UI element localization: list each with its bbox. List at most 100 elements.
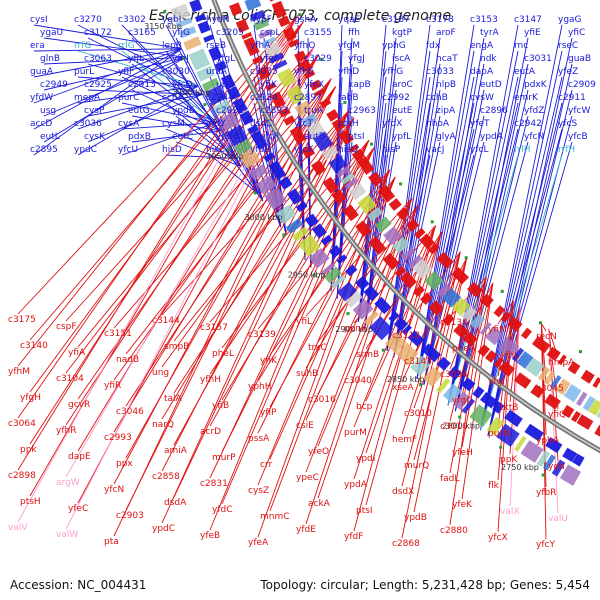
reverse-cds-block: [235, 18, 250, 33]
gene-line: [479, 24, 563, 431]
gene-line: [454, 37, 529, 412]
forward-feature-block: [179, 26, 197, 39]
gene-line: [305, 197, 413, 473]
gene-label: mepA: [74, 93, 101, 103]
backbone-highlight: [213, 0, 600, 452]
forward-feature-block: [486, 417, 505, 436]
gene-label: c2893: [260, 106, 288, 116]
forward-cds-block: [208, 46, 223, 62]
forward-feature-block: [297, 234, 321, 258]
gene-label: iscA: [392, 54, 411, 64]
reverse-cds-block: [413, 285, 425, 297]
forward-cds-block: [263, 152, 276, 163]
gene-label: yfeO: [308, 447, 329, 457]
gene-label: yfeB: [200, 531, 220, 541]
forward-feature-block: [363, 310, 379, 326]
reverse-feature-block: [436, 282, 452, 298]
gene-line: [43, 56, 186, 117]
gene-line: [447, 128, 519, 406]
gene-label: tyrA: [480, 28, 500, 38]
gene-line: [209, 140, 370, 427]
reverse-feature-block: [383, 226, 403, 246]
gene-label: upp: [216, 80, 233, 90]
gene-line: [165, 76, 237, 159]
forward-feature-block: [212, 99, 232, 117]
reverse-feature-block: [269, 52, 285, 64]
reverse-cds-block: [382, 252, 400, 271]
forward-cds-block: [461, 377, 476, 392]
gene-label: c3104: [56, 374, 84, 384]
gene-line: [479, 154, 563, 431]
gene-label: yfgI: [488, 377, 505, 387]
feature-tick: [253, 191, 257, 195]
gene-label: yfiC: [568, 28, 585, 38]
gene-label: ypfL: [392, 132, 411, 142]
gene-label: flk: [488, 481, 500, 491]
gene-label: c2913: [128, 80, 156, 90]
gene-label: yfcY: [536, 540, 555, 550]
gene-label: yfcO: [172, 80, 193, 90]
gene-label: dapE: [68, 452, 91, 462]
gene-label: crr: [260, 460, 272, 470]
gene-line: [33, 48, 182, 52]
forward-cds-block: [504, 409, 523, 427]
feature-tick: [381, 348, 385, 352]
gene-label: gcvR: [68, 400, 90, 410]
reverse-cds-block: [580, 369, 595, 384]
feature-tick: [458, 415, 462, 419]
gene-line: [113, 78, 332, 537]
reverse-feature-block: [451, 297, 471, 317]
gene-label: trxC: [308, 343, 327, 353]
reverse-feature-block: [498, 337, 520, 358]
gene-label: gshA: [294, 15, 317, 25]
reverse-cds-block: [427, 243, 440, 255]
reverse-feature-block: [357, 194, 377, 215]
gene-label: kgtP: [392, 28, 412, 38]
gene-label: pdxB: [128, 132, 151, 142]
forward-cds-block: [345, 264, 358, 277]
gene-label: yfcS: [558, 119, 577, 129]
gene-label: hemF: [392, 435, 417, 445]
gene-label: yfdY: [206, 119, 226, 129]
reverse-feature-block: [367, 206, 383, 222]
forward-cds-block: [447, 366, 462, 381]
gene-label: ypdB: [404, 513, 427, 523]
forward-cds-block: [355, 276, 370, 291]
gene-label: hmpA: [548, 358, 575, 368]
gene-label: nlpB: [436, 80, 456, 90]
gene-label: bcp: [356, 402, 373, 412]
forward-feature-block: [453, 391, 471, 411]
reverse-feature-block: [328, 155, 348, 173]
forward-feature-block: [292, 226, 310, 242]
gene-label: cchA: [162, 93, 185, 103]
gene-label: yfiQ: [548, 410, 566, 420]
gene-label: dapA: [470, 67, 494, 77]
forward-feature-block: [219, 111, 240, 131]
gene-line: [17, 13, 300, 523]
feature-tick: [313, 273, 317, 277]
forward-feature-block: [369, 316, 394, 341]
gene-label: ypdA: [480, 132, 504, 142]
gene-label: eutG: [128, 106, 150, 116]
gene-label: yfiL: [296, 317, 312, 327]
forward-cds-block: [492, 401, 505, 414]
reverse-cds-block: [436, 251, 454, 269]
gene-label: talA: [164, 394, 183, 404]
gene-line: [393, 63, 441, 358]
gene-line: [209, 102, 259, 194]
reverse-cds-block: [322, 176, 339, 194]
forward-cds-block: [407, 330, 425, 347]
gene-line: [165, 128, 237, 159]
gene-label: ndk: [480, 54, 497, 64]
gene-label: c3155: [304, 28, 332, 38]
gene-line: [65, 46, 315, 478]
gene-line: [173, 117, 355, 498]
gene-label: c3153: [470, 15, 498, 25]
gene-line: [487, 63, 573, 436]
forward-cds-block: [214, 60, 227, 72]
gene-line: [175, 37, 242, 167]
gene-label: ptsI: [348, 132, 365, 142]
feature-tick: [499, 445, 503, 449]
gene-label: c2924: [250, 93, 278, 103]
gene-label: c2911: [558, 93, 586, 103]
